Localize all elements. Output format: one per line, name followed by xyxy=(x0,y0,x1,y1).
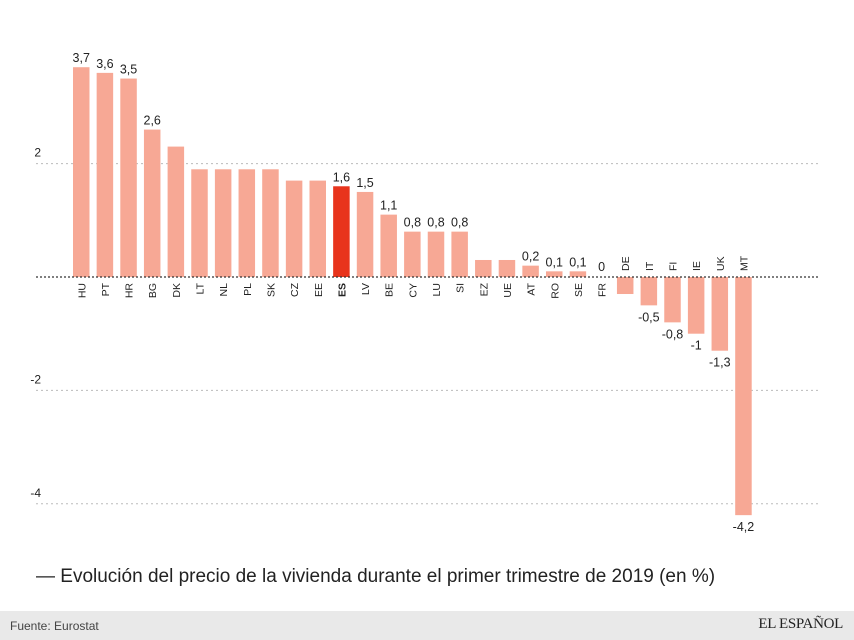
bar-ue xyxy=(498,259,516,277)
category-label-uk: UK xyxy=(715,256,727,271)
data-label-cy: 0,8 xyxy=(404,216,421,230)
category-label-fr: FR xyxy=(597,283,609,297)
bar-de xyxy=(616,277,634,295)
category-label-bg: BG xyxy=(147,283,159,298)
category-label-cz: CZ xyxy=(289,282,301,297)
bar-it xyxy=(640,277,658,306)
bar-bg xyxy=(143,129,161,277)
bar-es xyxy=(333,186,350,277)
bar-pt xyxy=(96,72,114,277)
data-label-fi: -0,8 xyxy=(662,327,684,341)
category-label-lt: LT xyxy=(195,282,207,294)
category-label-ro: RO xyxy=(549,283,561,299)
category-label-es: ES xyxy=(336,283,348,297)
bar-hu xyxy=(73,67,90,278)
bar-fi xyxy=(664,277,681,323)
bar-lu xyxy=(427,231,445,277)
bar-cz xyxy=(285,180,303,277)
category-label-at: AT xyxy=(526,282,538,295)
bar-ie xyxy=(687,277,705,334)
bar-ez xyxy=(475,259,492,277)
bar-nl xyxy=(214,169,232,277)
data-label-at: 0,2 xyxy=(522,250,539,264)
data-label-hu: 3,7 xyxy=(73,51,90,65)
category-label-ie: IE xyxy=(691,261,703,271)
data-label-mt: -4,2 xyxy=(733,520,755,534)
category-label-nl: NL xyxy=(218,283,230,297)
bar-sk xyxy=(262,169,279,277)
source-note: Fuente: Eurostat xyxy=(10,619,99,633)
category-label-sk: SK xyxy=(265,283,277,297)
bar-lv xyxy=(356,191,374,277)
bar-pl xyxy=(238,169,256,277)
data-label-it: -0,5 xyxy=(638,310,660,324)
category-label-lv: LV xyxy=(360,283,372,295)
data-label-be: 1,1 xyxy=(380,199,397,213)
data-label-lv: 1,5 xyxy=(356,176,373,190)
chart: 2 -2 -4 HU 3,7 PT 3,6 HR 3,5 BG 2,6 DK LT NL PL SK CZ EE E… xyxy=(30,51,820,534)
data-label-se: 0,1 xyxy=(569,255,586,269)
category-label-hu: HU xyxy=(76,283,88,298)
data-label-lu: 0,8 xyxy=(427,216,444,230)
bar-chart-svg: 2 -2 -4 HU 3,7 PT 3,6 HR 3,5 BG 2,6 DK LT NL PL SK CZ EE E… xyxy=(30,51,820,534)
category-label-ee: EE xyxy=(313,283,325,297)
bar-hr xyxy=(120,78,137,277)
bar-be xyxy=(380,214,397,277)
bar-ee xyxy=(309,180,326,277)
bar-dk xyxy=(167,146,185,277)
data-label-si: 0,8 xyxy=(451,216,468,230)
bar-ro xyxy=(546,271,563,277)
category-label-cy: CY xyxy=(407,283,419,298)
category-label-mt: MT xyxy=(738,255,750,271)
bar-cy xyxy=(404,231,421,277)
data-label-uk: -1,3 xyxy=(709,356,731,370)
bar-uk xyxy=(711,277,729,351)
category-label-se: SE xyxy=(573,283,585,297)
data-label-bg: 2,6 xyxy=(144,114,161,128)
bar-mt xyxy=(735,277,752,516)
data-label-hr: 3,5 xyxy=(120,63,137,77)
data-label-ie: -1 xyxy=(691,339,702,353)
data-label-pt: 3,6 xyxy=(96,57,113,71)
category-label-si: SI xyxy=(455,283,467,293)
category-label-it: IT xyxy=(644,261,656,271)
data-label-es: 1,6 xyxy=(333,170,350,184)
category-label-fi: FI xyxy=(668,262,680,271)
data-label-fr: 0 xyxy=(598,260,605,274)
footer-bar: Fuente: Eurostat EL ESPAÑOL xyxy=(0,611,854,640)
category-label-pt: PT xyxy=(100,282,112,296)
bar-lt xyxy=(191,169,208,277)
category-label-ez: EZ xyxy=(478,282,490,296)
data-label-ro: 0,1 xyxy=(546,255,563,269)
bar-at xyxy=(522,265,539,277)
category-label-ue: UE xyxy=(502,283,514,298)
publisher-logo: EL ESPAÑOL xyxy=(758,616,843,632)
category-label-be: BE xyxy=(384,283,396,297)
category-label-lu: LU xyxy=(431,283,443,296)
y-tick-label: -4 xyxy=(30,486,41,500)
chart-caption: — Evolución del precio de la vivienda du… xyxy=(36,566,716,587)
y-tick-label: 2 xyxy=(34,146,41,160)
category-label-de: DE xyxy=(620,256,632,271)
category-label-hr: HR xyxy=(124,283,136,299)
bar-se xyxy=(569,271,587,277)
category-label-pl: PL xyxy=(242,283,254,296)
y-tick-label: -2 xyxy=(30,372,41,386)
category-label-dk: DK xyxy=(171,283,183,298)
bar-si xyxy=(451,231,468,277)
